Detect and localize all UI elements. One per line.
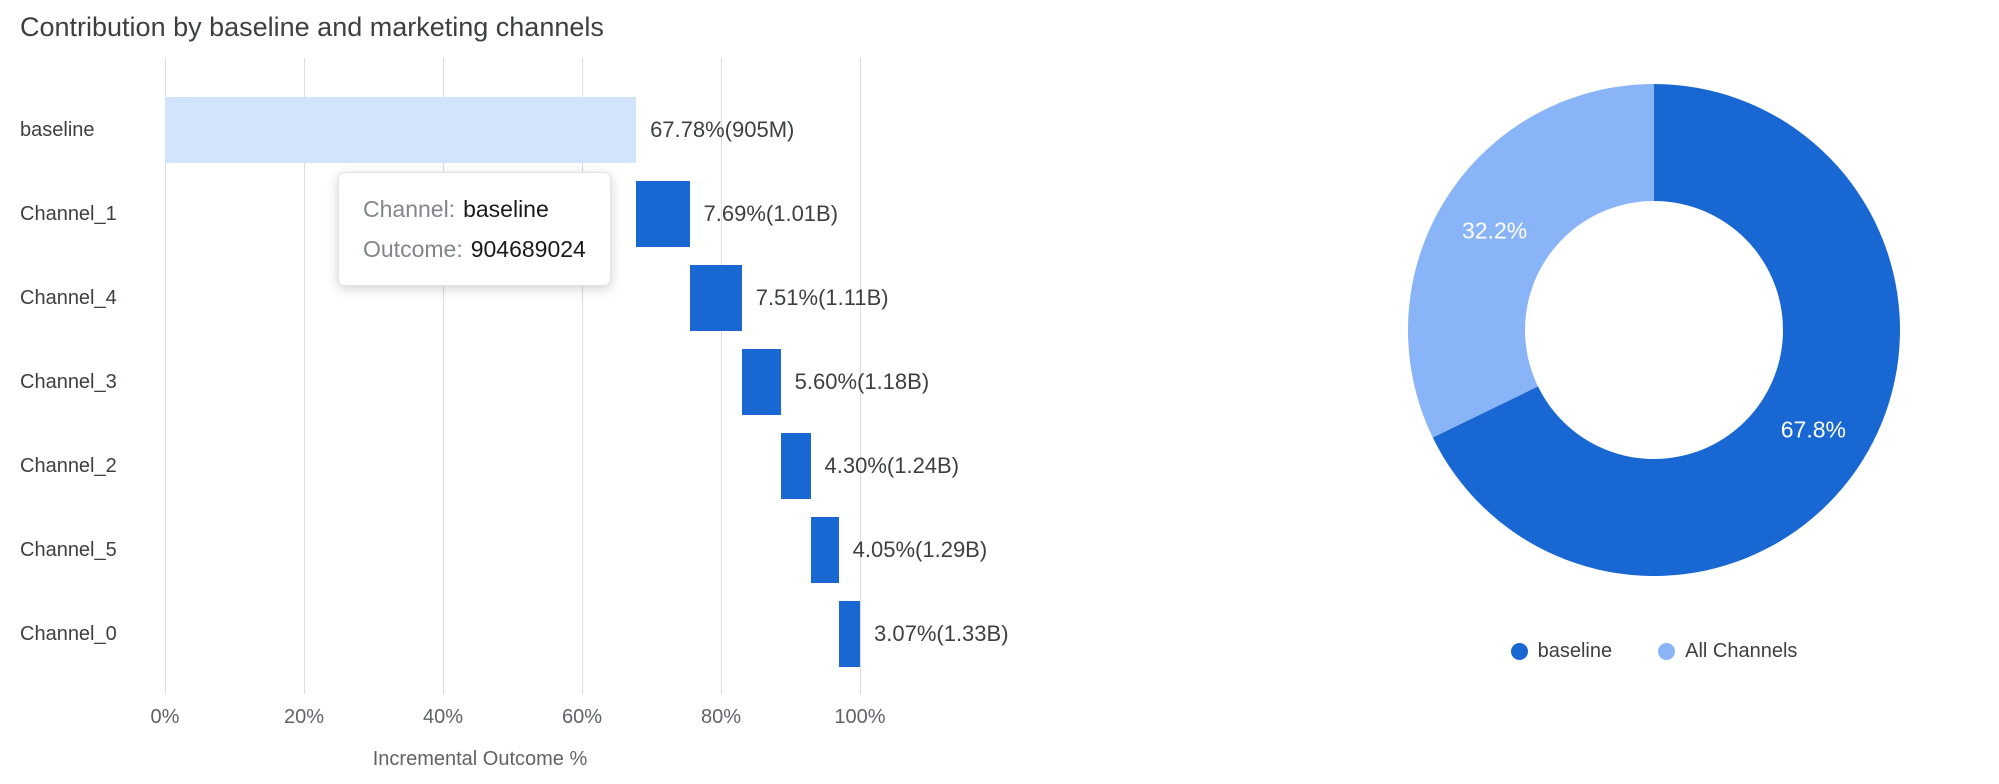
gridline [721,58,722,694]
legend-item-all-channels[interactable]: All Channels [1658,640,1797,663]
value-label-channel_5: 4.05%(1.29B) [852,537,988,562]
bar-channel_1[interactable] [636,181,690,247]
x-tick-label: 0% [150,706,180,728]
bar-channel_0[interactable] [838,601,860,667]
donut-slice-baseline[interactable] [1432,84,1900,576]
legend-item-baseline[interactable]: baseline [1510,640,1613,663]
x-tick-label: 60% [561,706,603,728]
donut-legend: baseline All Channels [1372,640,1936,663]
category-label-channel_2: Channel_2 [20,454,117,477]
category-label-channel_3: Channel_3 [20,370,117,393]
gridline [443,58,444,694]
gridline [860,58,861,694]
value-label-baseline: 67.78%(905M) [650,117,795,142]
bar-baseline[interactable] [165,97,637,163]
category-label-channel_0: Channel_0 [20,622,117,645]
value-label-channel_4: 7.51%(1.11B) [755,285,889,310]
category-label-channel_4: Channel_4 [20,286,117,309]
donut-percent-label-baseline: 67.8% [1781,417,1846,443]
legend-dot [1510,643,1528,660]
x-tick-label: 40% [422,706,464,728]
value-label-channel_0: 3.07%(1.33B) [874,621,1009,646]
gridline [304,58,305,694]
x-tick-label: 20% [283,706,325,728]
legend-dot [1658,643,1676,660]
category-label-baseline: baseline [20,118,95,141]
tooltip-outcome-label: Outcome: [363,236,463,262]
tooltip: Channel: baseline Outcome: 904689024 [338,172,611,286]
category-label-channel_1: Channel_1 [20,202,117,225]
tooltip-channel-value: baseline [463,196,549,222]
tooltip-channel-row: Channel: baseline [363,189,586,229]
donut-slice-all-channels[interactable] [1408,84,1654,438]
category-label-channel_5: Channel_5 [20,538,117,561]
value-label-channel_1: 7.69%(1.01B) [703,201,839,226]
bar-channel_5[interactable] [810,517,839,583]
gridline [165,58,166,694]
waterfall-chart: 0% 20% 40% 60% 80% 100% baseline 67.78%(905M) Ch… [0,0,1009,784]
page-title: Contribution by baseline and marketing c… [20,12,604,42]
tooltip-channel-label: Channel: [363,196,456,222]
value-label-channel_3: 5.60%(1.18B) [794,369,930,394]
value-label-channel_2: 4.30%(1.24B) [824,453,960,478]
tooltip-outcome-value: 904689024 [470,236,586,262]
legend-label: baseline [1537,640,1613,662]
x-tick-label: 80% [700,706,742,728]
bar-channel_4[interactable] [689,265,742,331]
donut-chart: 67.8% 32.2% [1408,84,1900,576]
x-axis-title: Incremental Outcome % [372,748,588,770]
gridline [582,58,583,694]
donut-percent-label-all-channels: 32.2% [1462,217,1527,243]
bar-channel_2[interactable] [780,433,811,499]
tooltip-outcome-row: Outcome: 904689024 [363,229,586,269]
x-tick-label: 100% [834,706,886,728]
bar-channel_3[interactable] [741,349,781,415]
legend-label: All Channels [1685,640,1798,662]
